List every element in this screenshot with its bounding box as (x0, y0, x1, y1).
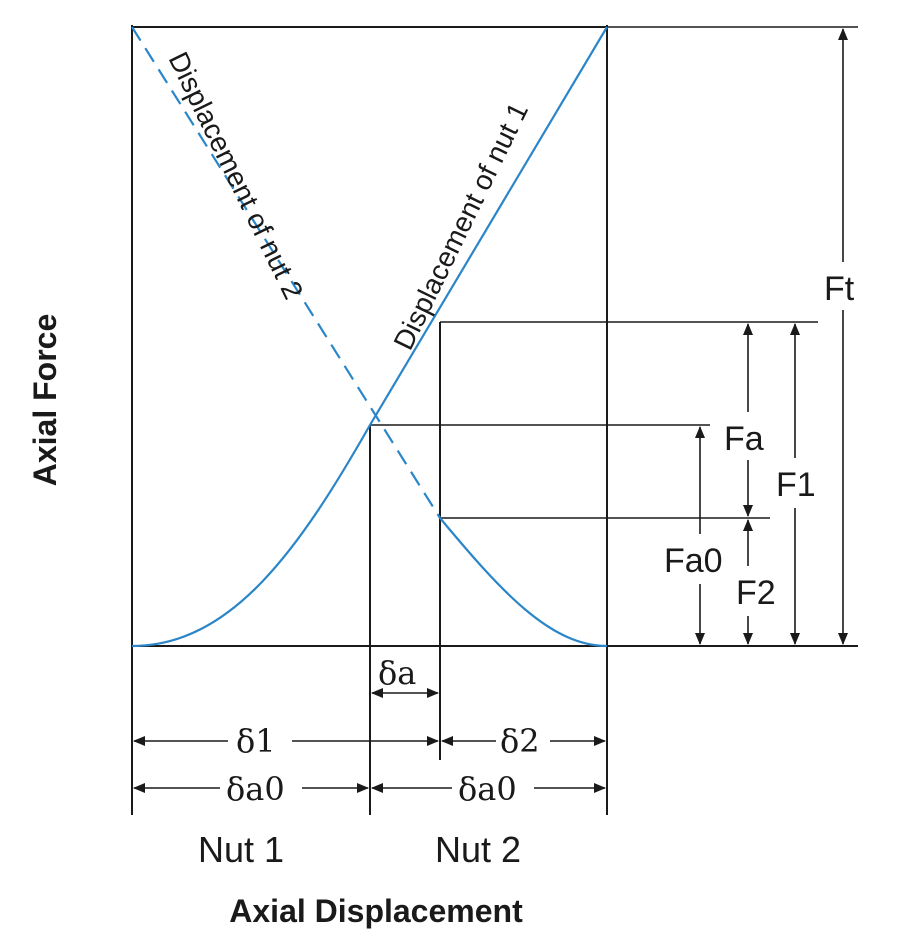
f1-label-bg (772, 458, 828, 508)
nut1-displacement-curve (131, 26, 608, 648)
delta-a0-left-label: δa0 (226, 770, 285, 808)
nut2-displacement-dashed-curve (131, 26, 441, 519)
ft-label-bg (820, 262, 864, 310)
nut2-curve-label: Displacement of nut 2 (163, 47, 310, 304)
nut2-label: Nut 2 (435, 829, 521, 870)
delta-a-label: δa (378, 654, 416, 692)
y-axis-title: Axial Force (27, 314, 63, 487)
f2-label-bg (732, 566, 792, 616)
delta1-label-bg (228, 722, 292, 760)
ft-label: Ft (824, 270, 855, 308)
x-axis-title: Axial Displacement (229, 893, 523, 929)
fa-label: Fa (724, 420, 764, 458)
delta2-label-bg (496, 722, 550, 760)
delta-a0-right-label-bg (452, 770, 534, 808)
fa-label-bg (720, 412, 776, 460)
f2-label: F2 (736, 574, 776, 612)
f1-label: F1 (776, 466, 816, 504)
fa0-label: Fa0 (664, 542, 723, 580)
fa0-label-bg (660, 534, 724, 584)
delta-a0-left-label-bg (220, 770, 302, 808)
delta2-label: δ2 (500, 722, 540, 760)
nut2-displacement-solid-curve (439, 517, 608, 648)
nut1-curve-label: Displacement of nut 1 (388, 98, 535, 355)
delta1-label: δ1 (236, 722, 276, 760)
nut1-label: Nut 1 (198, 829, 284, 870)
delta-a0-right-label: δa0 (458, 770, 517, 808)
